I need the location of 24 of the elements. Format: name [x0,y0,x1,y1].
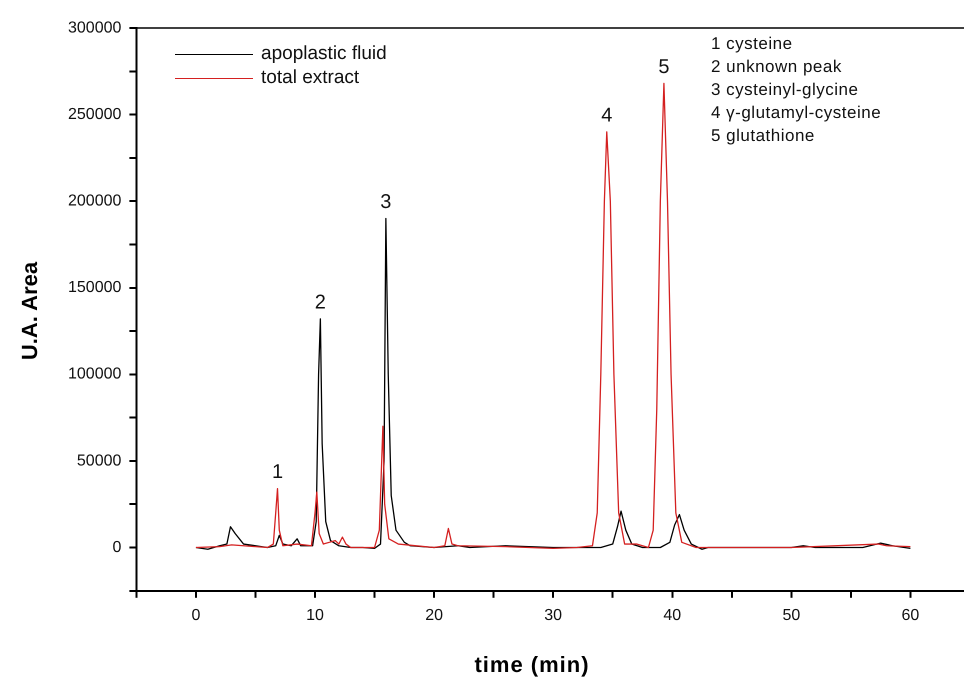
y-tick-label: 250000 [68,106,122,123]
x-tick-label: 0 [191,606,200,624]
x-tick-label: 50 [782,606,800,624]
x-tick-label: 40 [663,606,682,624]
legend-label: total extract [261,66,360,90]
y-tick-label: 50000 [76,452,122,470]
y-tick-label: 150000 [68,279,122,296]
annotation: 4 [601,104,612,126]
annotation: 1 cysteine 2 unknown peak 3 cysteinyl-glycine 4 γ-glutamyl-cysteine 5 glutathione [711,33,882,147]
y-tick-label: 200000 [68,192,122,210]
x-tick-label: 20 [425,606,444,624]
y-axis-title: U.A. Area [17,262,43,360]
x-tick-label: 10 [306,606,324,624]
x-axis-title: time (min) [474,652,590,678]
x-tick-label: 30 [544,606,562,624]
y-tick-label: 100000 [68,366,122,383]
annotation: 3 [380,191,392,213]
y-tick-label: 300000 [68,19,122,36]
annotation: 5 [658,56,670,78]
annotation: 1 [272,461,284,484]
annotation: 2 [314,291,326,314]
x-tick-label: 60 [902,606,920,624]
y-tick-label: 0 [112,538,122,556]
legend-label: apoplastic fluid [261,42,387,66]
